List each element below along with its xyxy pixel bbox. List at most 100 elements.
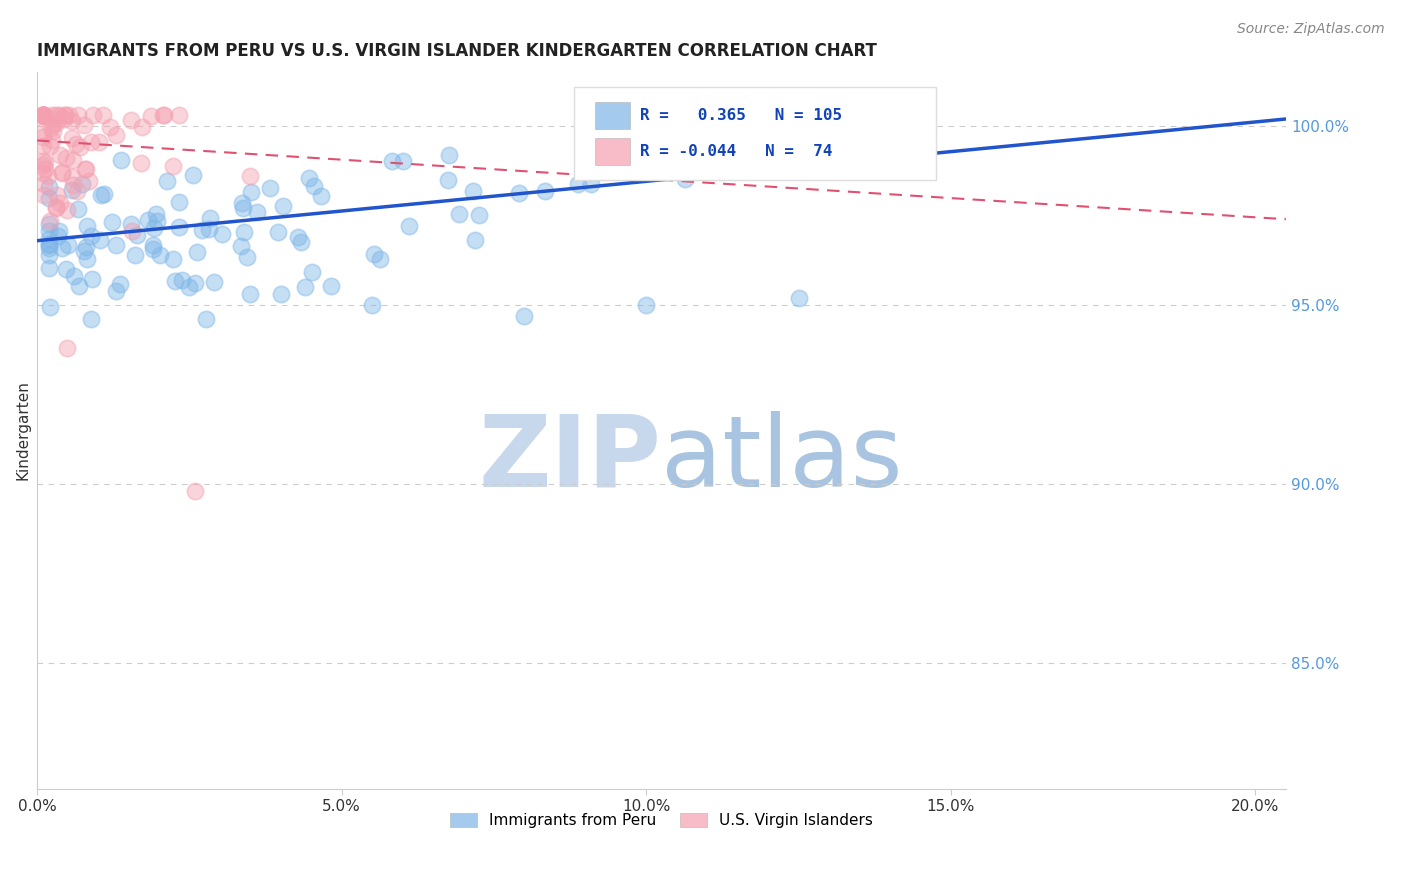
Point: [38, 214, 60, 228]
Point: [91, 108, 114, 122]
Point: [301, 265, 323, 279]
Point: [38, 180, 60, 194]
Point: [45, 108, 67, 122]
Point: [287, 230, 309, 244]
Point: [675, 172, 697, 186]
Point: [38, 241, 60, 255]
Point: [48, 148, 70, 162]
Point: [464, 233, 486, 247]
Point: [239, 185, 262, 199]
Point: [45, 200, 67, 214]
Text: R =   0.365   N = 105: R = 0.365 N = 105: [640, 108, 842, 123]
Point: [236, 250, 259, 264]
Point: [32, 124, 55, 138]
Point: [298, 171, 321, 186]
Point: [37, 169, 59, 183]
Point: [139, 109, 162, 123]
FancyBboxPatch shape: [595, 102, 630, 129]
Point: [32, 177, 55, 191]
Point: [155, 174, 177, 188]
Point: [38, 224, 60, 238]
Point: [82, 272, 104, 286]
Point: [101, 215, 124, 229]
Point: [98, 120, 121, 134]
Point: [41, 124, 63, 138]
Point: [508, 186, 530, 200]
Point: [267, 225, 290, 239]
Point: [41, 133, 63, 147]
Point: [105, 284, 128, 298]
Point: [45, 112, 67, 127]
Point: [32, 153, 55, 168]
Point: [39, 139, 62, 153]
Point: [73, 162, 96, 177]
Point: [232, 225, 254, 239]
Point: [121, 224, 143, 238]
Point: [184, 484, 207, 499]
Point: [70, 177, 93, 191]
Point: [152, 108, 174, 122]
Point: [73, 244, 96, 258]
Point: [51, 165, 73, 179]
Point: [534, 184, 557, 198]
Point: [181, 168, 204, 182]
Point: [669, 142, 692, 156]
Point: [142, 237, 165, 252]
Point: [162, 159, 184, 173]
Point: [186, 244, 208, 259]
Point: [34, 162, 56, 177]
Point: [45, 115, 67, 129]
Point: [38, 232, 60, 246]
Point: [579, 177, 602, 191]
Point: [447, 207, 470, 221]
Point: [32, 130, 55, 145]
Y-axis label: Kindergarten: Kindergarten: [15, 381, 30, 481]
Point: [142, 221, 165, 235]
Legend: Immigrants from Peru, U.S. Virgin Islanders: Immigrants from Peru, U.S. Virgin Island…: [444, 807, 879, 835]
Point: [468, 208, 491, 222]
Point: [76, 252, 98, 266]
Point: [32, 108, 55, 122]
Point: [38, 237, 60, 252]
Point: [38, 237, 60, 252]
Point: [231, 196, 253, 211]
Point: [152, 108, 174, 122]
Point: [321, 279, 343, 293]
Point: [202, 275, 225, 289]
Point: [38, 192, 60, 206]
Point: [579, 122, 602, 136]
Point: [105, 128, 128, 142]
Point: [177, 280, 200, 294]
Point: [145, 207, 167, 221]
Point: [273, 199, 295, 213]
Point: [89, 136, 111, 150]
Point: [145, 214, 167, 228]
Point: [194, 312, 217, 326]
Point: [56, 238, 79, 252]
Point: [198, 211, 221, 225]
Point: [60, 131, 83, 145]
FancyBboxPatch shape: [595, 137, 630, 165]
Point: [381, 154, 404, 169]
Point: [270, 287, 292, 301]
Point: [45, 187, 67, 202]
Point: [120, 217, 142, 231]
Point: [302, 179, 325, 194]
Point: [165, 274, 187, 288]
Point: [392, 153, 415, 168]
Point: [75, 161, 97, 176]
Point: [368, 252, 391, 266]
Point: [787, 291, 810, 305]
Point: [309, 189, 332, 203]
Point: [62, 178, 84, 192]
Point: [167, 108, 190, 122]
Point: [32, 108, 55, 122]
Point: [105, 237, 128, 252]
Point: [38, 217, 60, 231]
Point: [80, 311, 103, 326]
Point: [172, 273, 194, 287]
Point: [90, 187, 112, 202]
Point: [38, 260, 60, 275]
Text: atlas: atlas: [661, 410, 903, 508]
Point: [89, 233, 111, 247]
